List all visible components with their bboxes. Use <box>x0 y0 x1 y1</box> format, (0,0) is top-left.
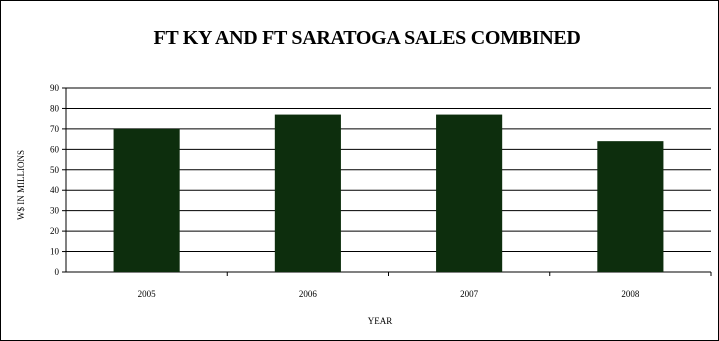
bar-2007 <box>436 114 503 272</box>
y-tick-label: 90 <box>50 83 60 93</box>
y-tick-label: 50 <box>50 165 60 175</box>
y-tick-label: 30 <box>50 206 60 216</box>
y-axis-label: W$ IN MILLIONS <box>16 150 26 220</box>
chart-title: FT KY AND FT SARATOGA SALES COMBINED <box>153 27 581 49</box>
bar-2008 <box>597 141 664 272</box>
y-tick-label: 60 <box>50 144 60 154</box>
x-tick-label: 2006 <box>299 289 318 299</box>
x-tick-label: 2007 <box>460 289 479 299</box>
x-tick-label: 2005 <box>138 289 157 299</box>
x-axis-label: YEAR <box>367 316 393 326</box>
y-tick-label: 70 <box>50 124 60 134</box>
y-tick-label: 40 <box>50 185 60 195</box>
bar-2005 <box>113 128 180 272</box>
y-tick-label: 0 <box>55 267 60 277</box>
bar-2006 <box>274 114 341 272</box>
y-tick-label: 10 <box>50 247 60 257</box>
x-tick-label: 2008 <box>621 289 640 299</box>
y-tick-label: 80 <box>50 103 60 113</box>
y-tick-label: 20 <box>50 226 60 236</box>
